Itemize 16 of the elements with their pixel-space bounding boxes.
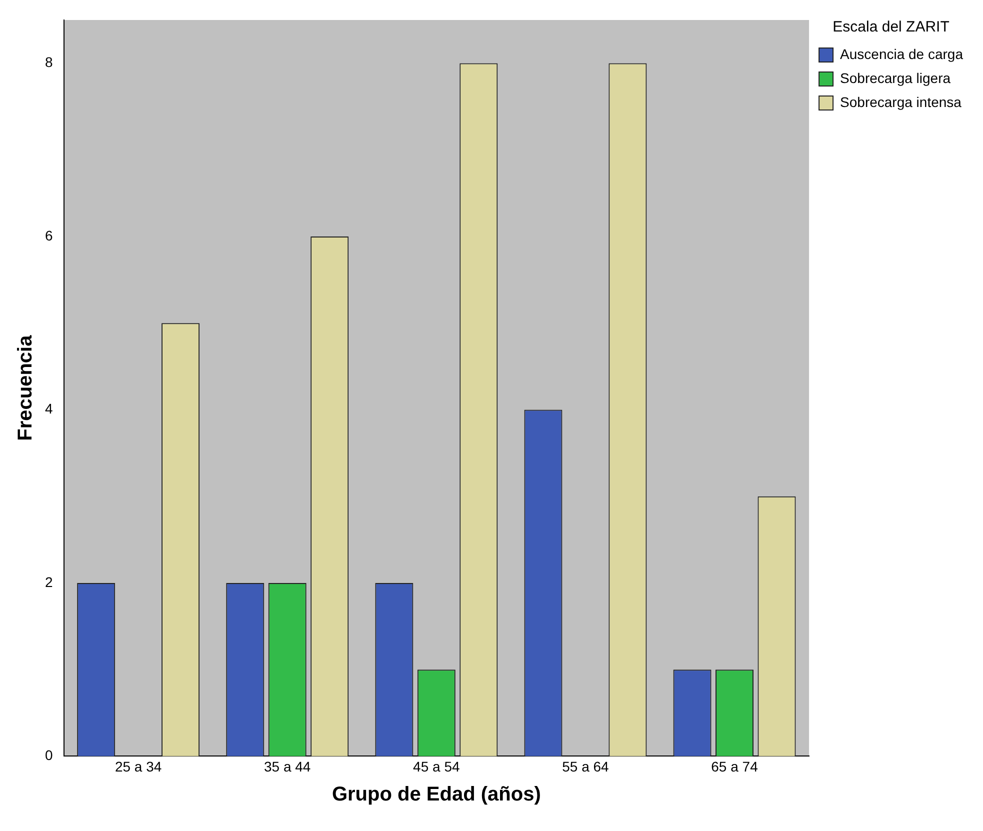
x-tick-label: 65 a 74 (711, 758, 758, 774)
y-tick-label: 4 (44, 400, 53, 417)
x-tick-label: 35 a 44 (264, 758, 311, 774)
y-tick-label: 6 (44, 227, 53, 244)
x-axis-title: Grupo de Edad (años) (332, 784, 541, 806)
x-tick-label: 55 a 64 (562, 758, 610, 774)
legend-label: Auscencia de carga (840, 46, 964, 62)
legend-label: Sobrecarga ligera (840, 70, 951, 86)
y-tick-label: 8 (44, 54, 53, 70)
x-tick-label: 25 a 34 (114, 758, 162, 774)
y-tick-label: 2 (44, 574, 53, 590)
legend-title: Escala del ZARIT (832, 18, 950, 36)
y-axis-title: Frecuencia (14, 334, 37, 441)
x-tick-label: 45 a 54 (413, 758, 460, 774)
legend-label: Sobrecarga intensa (840, 94, 962, 110)
y-tick-label: 0 (44, 747, 53, 764)
